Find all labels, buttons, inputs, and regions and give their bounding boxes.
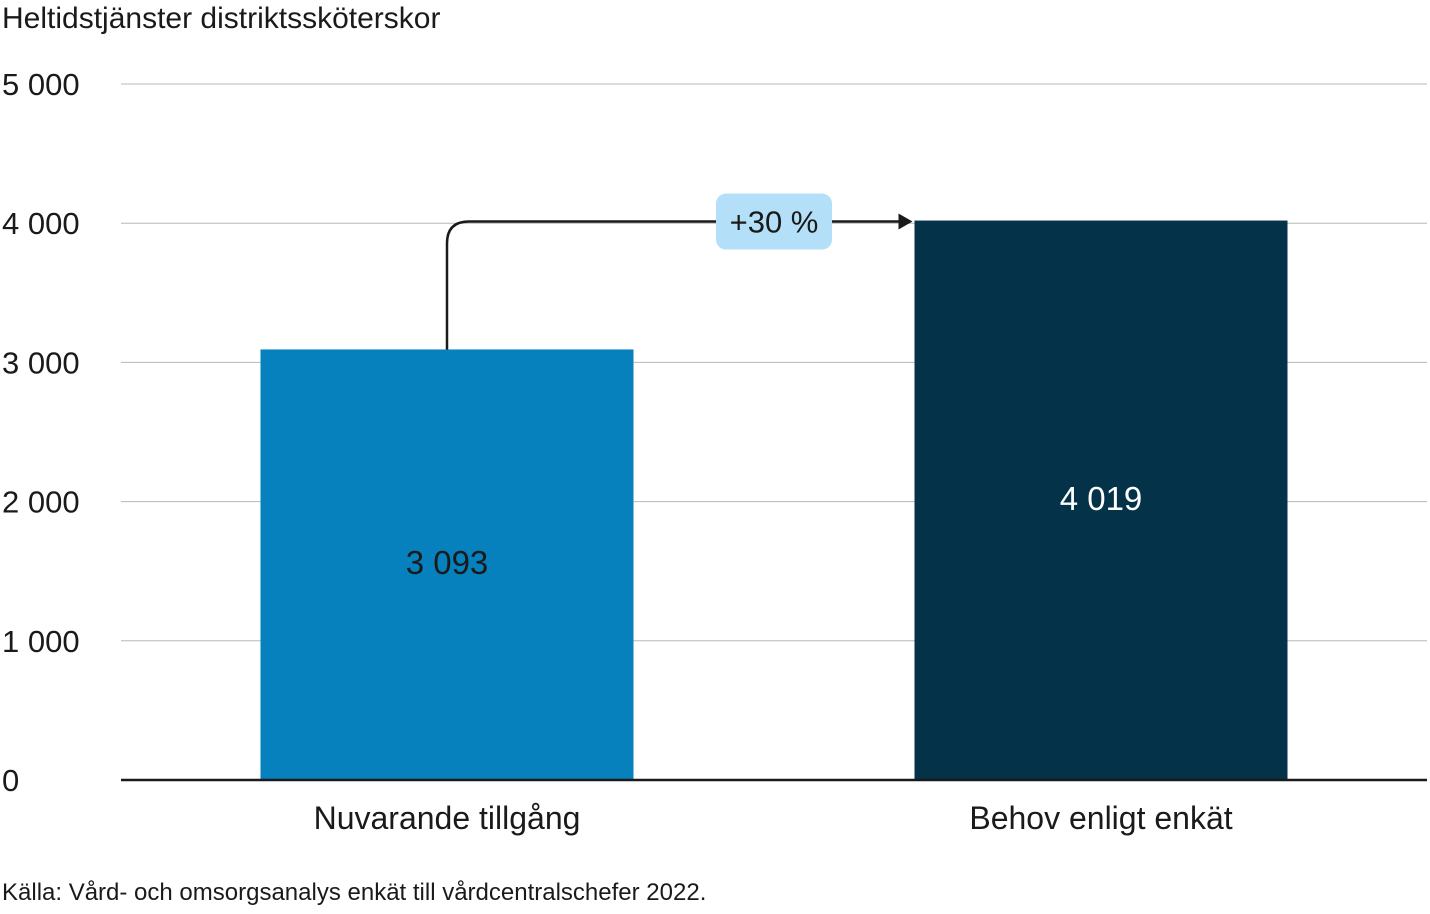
y-tick-label: 2 000 — [2, 485, 80, 520]
axes: 0 1 000 2 000 3 000 4 000 5 000 — [2, 67, 1427, 798]
chart-title: Heltidstjänster distriktssköterskor — [2, 2, 440, 35]
x-tick-label: Nuvarande tillgång — [314, 800, 581, 836]
source-note: Källa: Vård- och omsorgsanalys enkät til… — [2, 879, 706, 906]
x-tick-label: Behov enligt enkät — [969, 800, 1232, 836]
y-tick-label: 3 000 — [2, 345, 80, 380]
annotation: +30 % — [445, 193, 913, 350]
y-tick-label: 4 000 — [2, 206, 80, 241]
bar-value-label: 4 019 — [1060, 480, 1143, 517]
change-badge — [716, 193, 832, 250]
y-tick-label: 1 000 — [2, 624, 80, 659]
bars — [260, 220, 1288, 781]
y-tick-label: 0 — [2, 763, 19, 798]
arrow-head-icon — [898, 213, 913, 230]
connector-line — [445, 220, 901, 350]
change-badge-label: +30 % — [730, 205, 819, 240]
bar — [260, 349, 634, 780]
y-tick-label: 5 000 — [2, 67, 80, 102]
bar-value-label: 3 093 — [406, 544, 489, 581]
labels: Heltidstjänster distriktssköterskor Käll… — [2, 2, 1233, 906]
bar — [914, 220, 1288, 781]
